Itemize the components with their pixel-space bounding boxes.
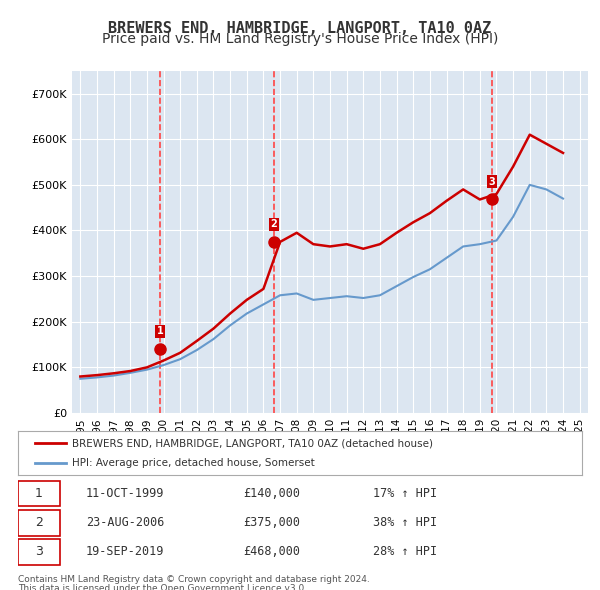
Text: 28% ↑ HPI: 28% ↑ HPI	[373, 546, 437, 559]
Text: Contains HM Land Registry data © Crown copyright and database right 2024.: Contains HM Land Registry data © Crown c…	[18, 575, 370, 584]
Text: £468,000: £468,000	[244, 546, 301, 559]
Text: 1: 1	[35, 487, 43, 500]
Text: 2: 2	[35, 516, 43, 529]
FancyBboxPatch shape	[18, 510, 60, 536]
Text: HPI: Average price, detached house, Somerset: HPI: Average price, detached house, Some…	[71, 458, 314, 467]
Text: BREWERS END, HAMBRIDGE, LANGPORT, TA10 0AZ (detached house): BREWERS END, HAMBRIDGE, LANGPORT, TA10 0…	[71, 438, 433, 448]
Text: BREWERS END, HAMBRIDGE, LANGPORT, TA10 0AZ: BREWERS END, HAMBRIDGE, LANGPORT, TA10 0…	[109, 21, 491, 35]
Text: 11-OCT-1999: 11-OCT-1999	[86, 487, 164, 500]
Text: This data is licensed under the Open Government Licence v3.0.: This data is licensed under the Open Gov…	[18, 584, 307, 590]
Text: £140,000: £140,000	[244, 487, 301, 500]
Text: Price paid vs. HM Land Registry's House Price Index (HPI): Price paid vs. HM Land Registry's House …	[102, 32, 498, 47]
Text: 1: 1	[157, 326, 163, 336]
Text: 2: 2	[271, 219, 277, 229]
Text: £375,000: £375,000	[244, 516, 301, 529]
FancyBboxPatch shape	[18, 539, 60, 565]
FancyBboxPatch shape	[18, 481, 60, 506]
Text: 3: 3	[35, 546, 43, 559]
Text: 38% ↑ HPI: 38% ↑ HPI	[373, 516, 437, 529]
Text: 19-SEP-2019: 19-SEP-2019	[86, 546, 164, 559]
Text: 17% ↑ HPI: 17% ↑ HPI	[373, 487, 437, 500]
Text: 3: 3	[488, 176, 495, 186]
Text: 23-AUG-2006: 23-AUG-2006	[86, 516, 164, 529]
